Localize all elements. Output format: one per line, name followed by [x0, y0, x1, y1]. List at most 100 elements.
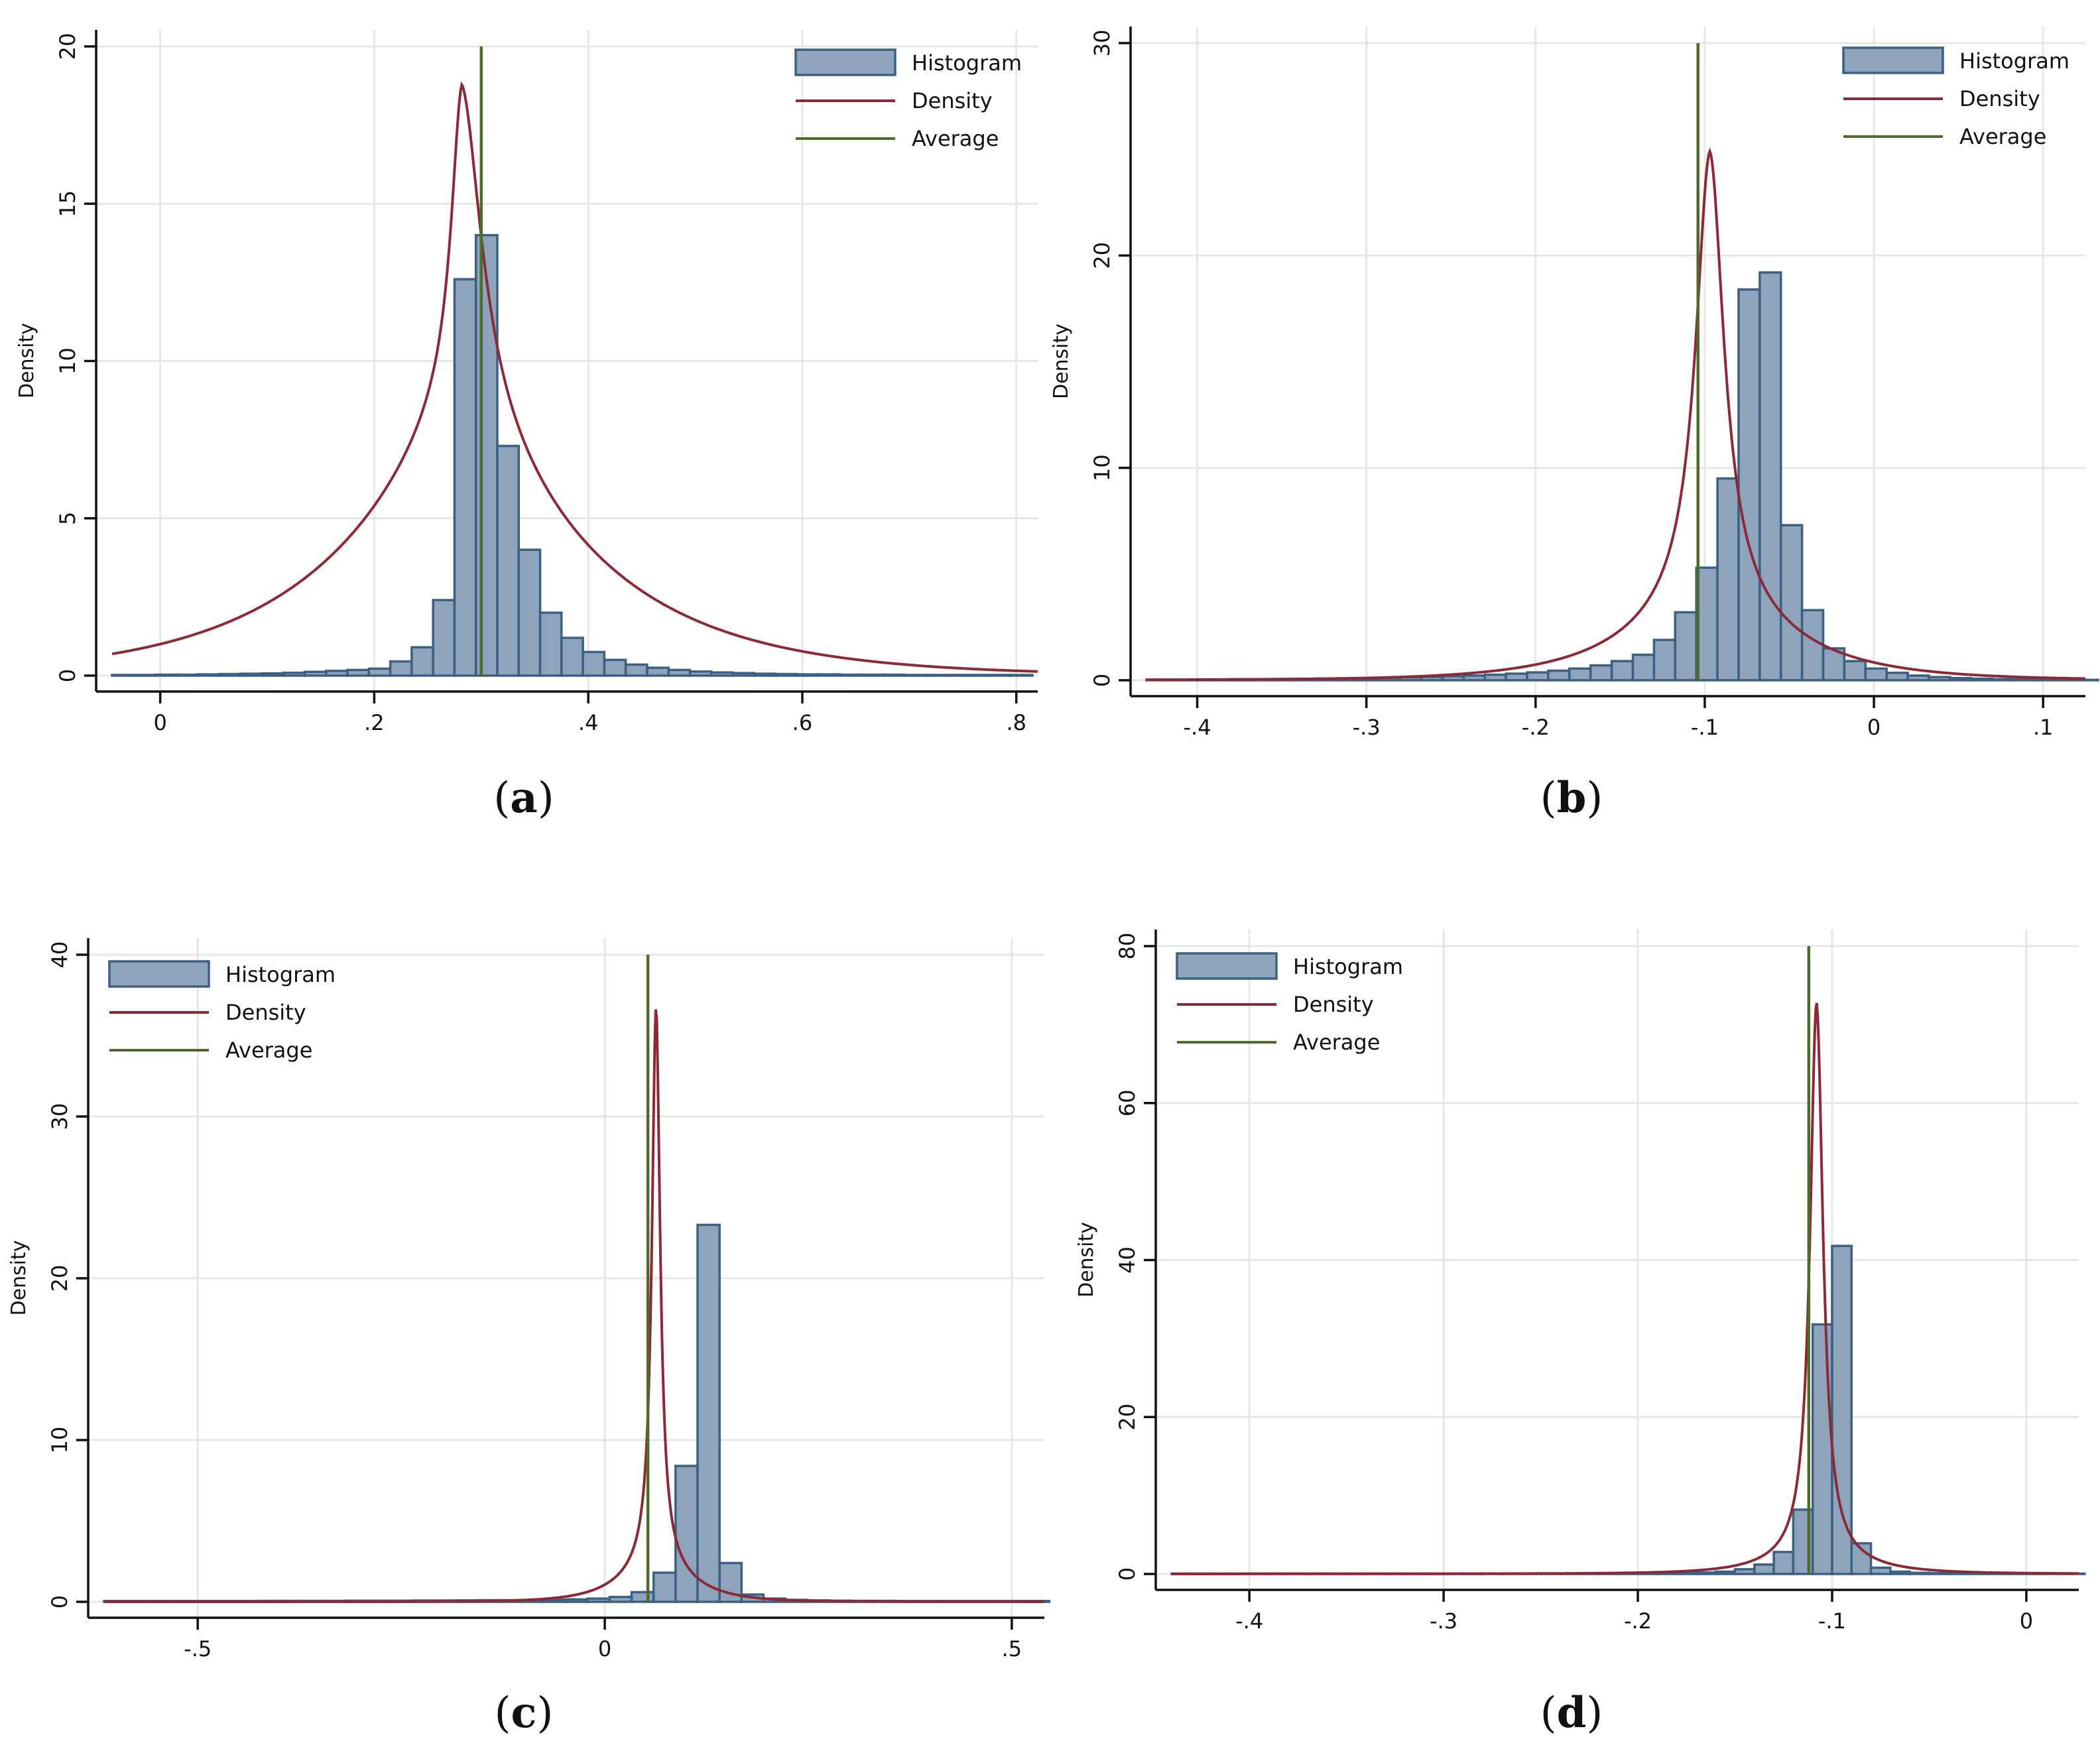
- histogram-bar: [1589, 664, 1613, 682]
- y-tick-label: 0: [47, 1595, 72, 1608]
- histogram-bar: [1906, 674, 1930, 682]
- density-curve: [111, 81, 1038, 673]
- histogram-bar: [282, 671, 306, 677]
- panel-caption: (c): [495, 1688, 554, 1738]
- histogram-bar: [239, 672, 263, 677]
- y-tick-label: 40: [1115, 1246, 1140, 1274]
- histogram-bar: [1568, 667, 1592, 682]
- histogram-bar: [1009, 674, 1034, 677]
- histogram-bar: [646, 666, 670, 677]
- legend: Histogram Density Average: [1176, 952, 1403, 1055]
- histogram-bar: [753, 672, 777, 677]
- y-axis-label: Density: [15, 323, 38, 398]
- density-curve: [1146, 147, 2085, 682]
- histogram-bar: [346, 668, 371, 677]
- x-tick-label: .8: [1006, 710, 1026, 735]
- x-tick-label: 0: [2020, 1608, 2033, 1634]
- histogram-bar: [1483, 673, 1507, 682]
- histogram-bar: [924, 674, 948, 677]
- histogram-bar: [1800, 609, 1825, 682]
- histogram-bar: [817, 673, 841, 677]
- histogram-bar: [1716, 477, 1740, 682]
- histogram-bar: [731, 672, 756, 677]
- chart-panel-c: 0 10 20 30 40 -.5 0 .5 Density Histogram Density Av…: [7, 938, 1051, 1738]
- histogram-bar: [696, 1223, 721, 1603]
- x-tick-label: .6: [792, 710, 813, 735]
- y-tick-label: 30: [47, 1103, 72, 1130]
- histogram-bar: [261, 672, 284, 677]
- histogram-bar: [432, 599, 456, 677]
- y-tick-label: 80: [1115, 933, 1140, 960]
- histogram-bar: [988, 674, 1013, 677]
- y-tick-label: 20: [55, 33, 80, 60]
- histogram-bar: [859, 673, 884, 677]
- histogram-bar: [1772, 1551, 1795, 1575]
- y-tick-label: 60: [1115, 1089, 1140, 1117]
- x-tick-label: -.3: [1353, 715, 1381, 740]
- legend: Histogram Density Average: [794, 48, 1022, 151]
- histogram-bar: [688, 670, 713, 677]
- histogram-bar: [1949, 677, 1973, 682]
- y-tick-label: 0: [1089, 674, 1115, 687]
- chart-panel-b: 0 10 20 30 -.4 -.3 -.2 -.1 0 .1 Density Histogram De…: [1050, 27, 2099, 823]
- histogram-bar: [1759, 271, 1782, 682]
- panel-caption-letter: d: [1557, 1688, 1587, 1738]
- x-tick-label: 0: [153, 710, 166, 735]
- histogram-bar: [1908, 1571, 1931, 1575]
- x-tick-label: -.4: [1235, 1608, 1263, 1634]
- histogram-bar: [474, 233, 499, 677]
- histogram-bar: [303, 670, 328, 677]
- histogram-bar: [1947, 1572, 1969, 1575]
- histogram-bar: [967, 674, 991, 677]
- y-tick-label: 10: [55, 347, 80, 375]
- legend: Histogram Density Average: [108, 960, 336, 1063]
- histogram-bar: [1780, 524, 1804, 682]
- histogram-bar: [1970, 678, 1994, 682]
- histogram-bar: [674, 1465, 699, 1603]
- legend-swatch-histogram: [108, 960, 210, 988]
- histogram-bar: [1526, 671, 1550, 682]
- histogram-bar: [1843, 660, 1867, 682]
- legend-label-density: Density: [1293, 992, 1374, 1017]
- y-tick-label: 20: [1115, 1404, 1140, 1431]
- y-tick-label: 40: [47, 941, 72, 969]
- x-tick-label: -.4: [1184, 715, 1211, 740]
- histogram-bar: [608, 1595, 633, 1603]
- histogram-bar: [1505, 672, 1528, 682]
- x-tick-label: .1: [2033, 715, 2054, 740]
- histogram-bar: [517, 548, 542, 677]
- histogram-bar: [1753, 1563, 1775, 1575]
- histogram-bar: [564, 1598, 589, 1603]
- legend-label-density: Density: [1959, 86, 2040, 111]
- legend-swatch-histogram: [1176, 952, 1278, 980]
- legend-label-average: Average: [912, 126, 999, 151]
- y-tick-label: 15: [55, 190, 80, 217]
- x-tick-label: .2: [364, 710, 385, 735]
- histogram-bar: [1811, 1323, 1833, 1575]
- y-tick-label: 5: [55, 512, 80, 525]
- histogram-bar: [410, 646, 434, 677]
- histogram-bar: [453, 278, 477, 677]
- x-tick-label: 0: [1867, 715, 1881, 740]
- y-tick-label: 10: [47, 1427, 72, 1454]
- y-tick-label: 20: [47, 1265, 72, 1292]
- legend-label-histogram: Histogram: [225, 962, 336, 987]
- histogram-bars: [103, 1223, 1051, 1603]
- y-tick-label: 20: [1089, 242, 1115, 269]
- legend-swatch-histogram: [1842, 46, 1944, 74]
- histogram-bar: [1631, 653, 1656, 682]
- legend: Histogram Density Average: [1842, 46, 2069, 149]
- histogram-bar: [1675, 1571, 1698, 1575]
- histogram-bar: [111, 674, 135, 677]
- histogram-bar: [652, 1571, 677, 1603]
- y-tick-label: 30: [1089, 30, 1115, 57]
- histogram-bar: [196, 673, 221, 677]
- histogram-bars: [1145, 271, 2099, 682]
- chart-panel-d: 0 20 40 60 80 -.4 -.3 -.2 -.1 0 Density Histogram De…: [1075, 930, 2086, 1738]
- x-tick-label: -.1: [1691, 715, 1719, 740]
- histogram-bar: [774, 672, 798, 677]
- histogram-bar: [603, 658, 627, 677]
- histogram-bar: [586, 1597, 611, 1603]
- x-tick-label: .4: [578, 710, 599, 735]
- panel-caption: (d): [1540, 1688, 1603, 1738]
